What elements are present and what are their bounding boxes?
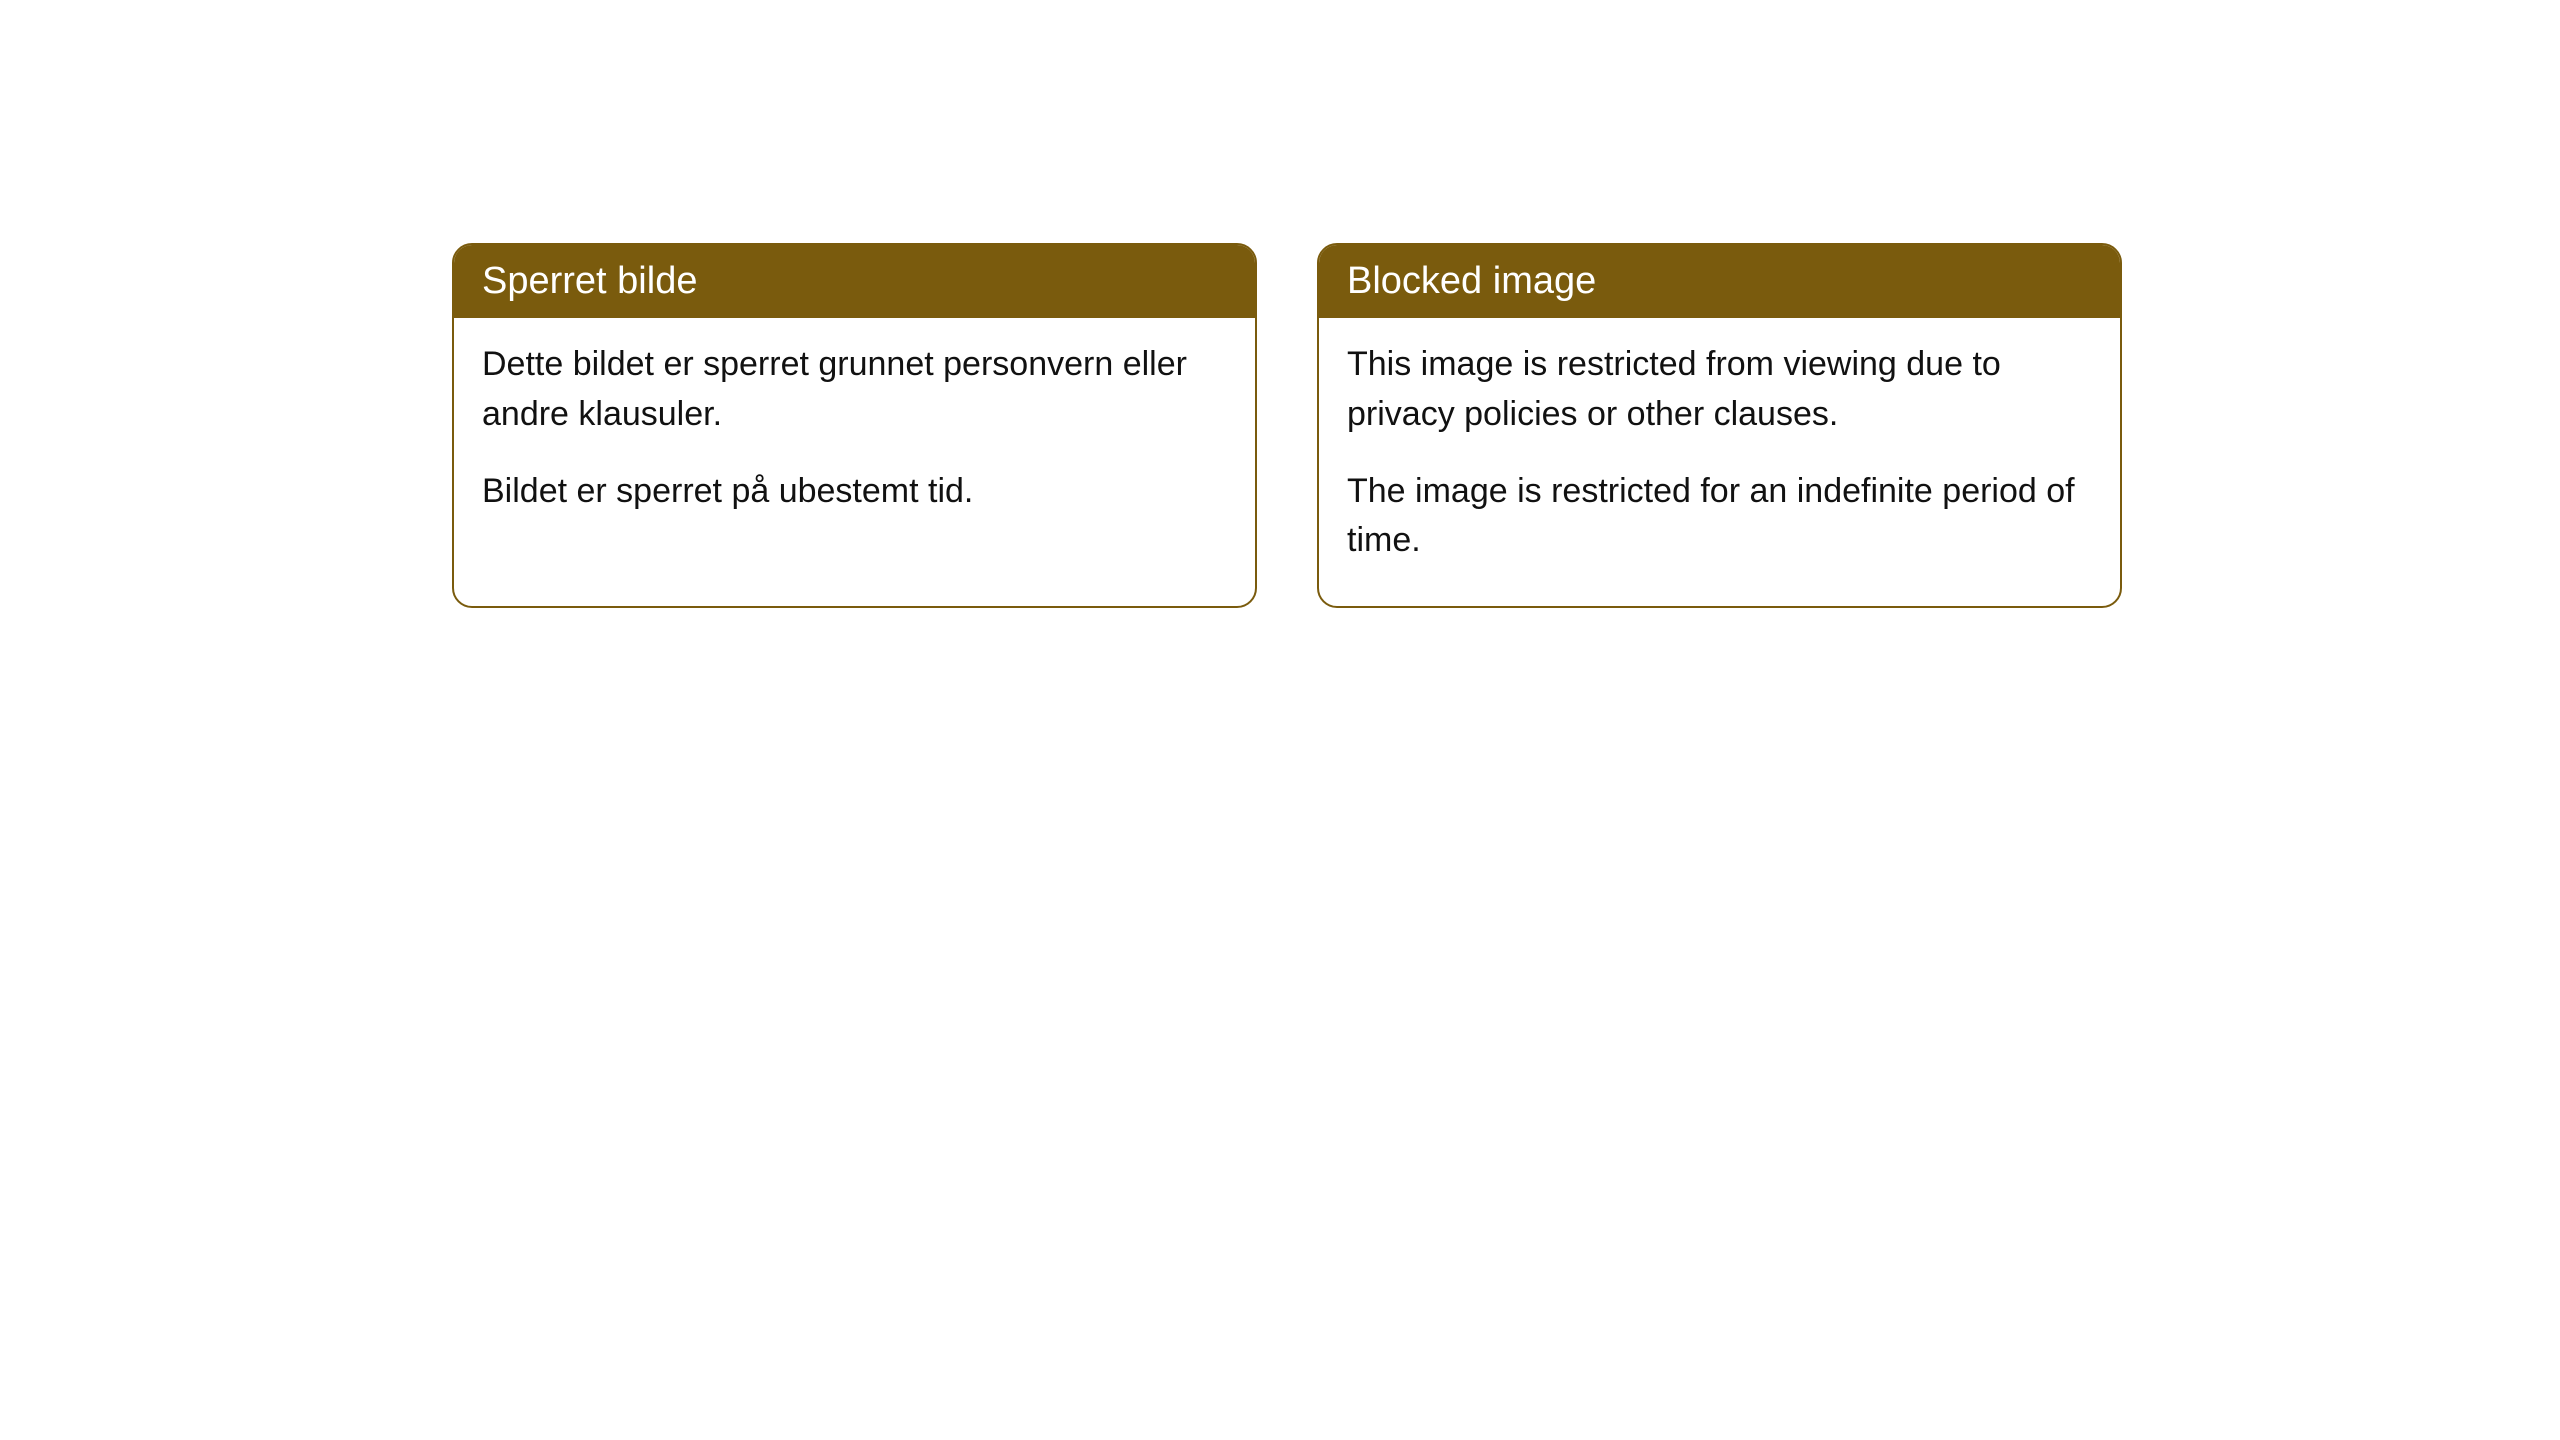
card-paragraph-1: This image is restricted from viewing du… <box>1347 340 2092 439</box>
card-paragraph-1: Dette bildet er sperret grunnet personve… <box>482 340 1227 439</box>
card-body: This image is restricted from viewing du… <box>1319 318 2120 605</box>
notice-card-english: Blocked image This image is restricted f… <box>1317 243 2122 608</box>
card-header: Blocked image <box>1319 245 2120 318</box>
card-body: Dette bildet er sperret grunnet personve… <box>454 318 1255 556</box>
card-paragraph-2: Bildet er sperret på ubestemt tid. <box>482 467 1227 516</box>
notice-card-norwegian: Sperret bilde Dette bildet er sperret gr… <box>452 243 1257 608</box>
card-title: Sperret bilde <box>482 260 697 302</box>
card-header: Sperret bilde <box>454 245 1255 318</box>
card-paragraph-2: The image is restricted for an indefinit… <box>1347 467 2092 566</box>
card-title: Blocked image <box>1347 260 1596 302</box>
notice-card-container: Sperret bilde Dette bildet er sperret gr… <box>452 243 2122 608</box>
